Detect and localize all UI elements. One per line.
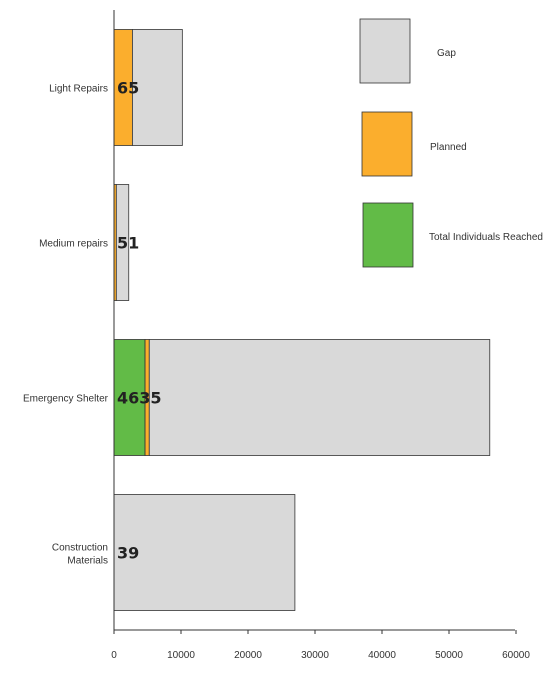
x-tick-label: 30000 [301,650,329,661]
value-label: 4635 [117,389,162,408]
category-label: Light Repairs [49,84,108,95]
legend-swatch-planned [361,111,413,177]
bar-gap-3 [113,494,296,611]
bar-gap-1 [115,184,130,301]
legend-label: Planned [430,142,467,153]
x-tick-label: 0 [111,650,117,661]
x-ticks: 0 10000 20000 30000 40000 50000 60000 [111,630,530,661]
category-label: Medium repairs [39,239,108,250]
x-tick-label: 50000 [435,650,463,661]
category-label: Emergency Shelter [23,394,109,405]
bars-layer [113,29,491,611]
category-label: Construction Materials [52,543,108,567]
value-labels: 65 51 4635 39 [117,79,162,563]
x-tick-label: 10000 [167,650,195,661]
x-tick-label: 20000 [234,650,262,661]
x-tick-label: 40000 [368,650,396,661]
legend-swatch-total-individuals-reached [362,202,414,268]
legend: Gap Planned Total Individuals Reached [359,18,543,268]
legend-label: Total Individuals Reached [429,232,543,243]
legend-label: Gap [437,48,456,59]
x-tick-label: 60000 [502,650,530,661]
bar-gap-0 [132,29,183,146]
value-label: 51 [117,234,139,253]
category-labels: Light Repairs Medium repairs Emergency She… [23,84,109,567]
value-label: 65 [117,79,139,98]
legend-swatch-gap [359,18,411,84]
bar-gap-2 [148,339,491,456]
value-label: 39 [117,544,139,563]
